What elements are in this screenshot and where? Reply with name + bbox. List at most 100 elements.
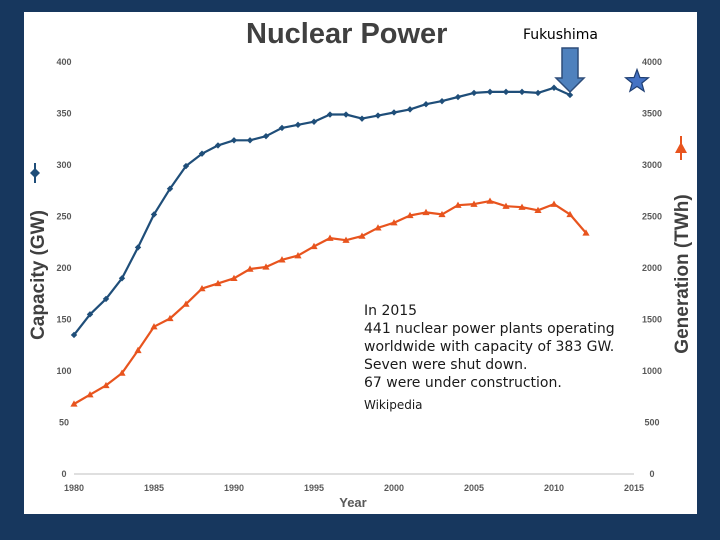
- data-point-capacity: [534, 89, 542, 97]
- data-point-capacity: [358, 115, 366, 122]
- slide-frame: [24, 12, 697, 514]
- note-line: 441 nuclear power plants operating: [364, 321, 615, 337]
- fukushima-annotation-label: Fukushima: [523, 27, 598, 43]
- data-point-generation: [214, 279, 222, 287]
- data-point-capacity: [182, 162, 190, 170]
- x-tick-label: 1985: [144, 483, 164, 493]
- data-point-capacity: [550, 84, 558, 91]
- data-point-capacity: [454, 93, 462, 101]
- x-axis-label: Year: [339, 495, 366, 510]
- y-tick-label-right: 1000: [642, 366, 662, 376]
- fukushima-arrow: [554, 47, 586, 94]
- note-source: Wikipedia: [364, 398, 423, 412]
- note-line: In 2015: [364, 303, 418, 319]
- data-point-capacity: [166, 185, 174, 192]
- data-point-generation: [246, 265, 254, 272]
- note-line: 67 were under construction.: [364, 375, 562, 391]
- note-line: Seven were shut down.: [364, 357, 528, 373]
- data-point-generation: [118, 369, 126, 376]
- data-point-generation: [374, 224, 382, 231]
- data-point-generation: [326, 234, 334, 241]
- data-point-capacity: [134, 244, 142, 251]
- data-point-capacity: [70, 331, 78, 339]
- data-point-capacity: [470, 89, 478, 97]
- chart-decorations: [30, 47, 687, 183]
- data-point-generation: [134, 346, 142, 354]
- y-tick-label-right: 4000: [642, 57, 662, 67]
- star-marker-2015-capacity: [623, 67, 651, 93]
- y-tick-label-left: 50: [59, 418, 69, 428]
- y-tick-label-right: 3500: [642, 109, 662, 119]
- y-tick-label-right: 2000: [642, 263, 662, 273]
- y-tick-label-right: 1500: [642, 315, 662, 325]
- x-tick-label: 2005: [464, 483, 484, 493]
- data-point-generation: [566, 210, 574, 218]
- y-tick-label-left: 200: [56, 263, 71, 273]
- data-point-generation: [406, 211, 414, 219]
- data-point-capacity: [230, 137, 238, 144]
- data-point-generation: [278, 256, 286, 263]
- x-tick-label: 1990: [224, 483, 244, 493]
- y-tick-label-left: 300: [56, 160, 71, 170]
- data-point-capacity: [278, 124, 286, 132]
- data-point-capacity: [326, 111, 334, 118]
- data-point-generation: [582, 229, 590, 236]
- data-point-capacity: [118, 275, 126, 282]
- data-point-capacity: [438, 97, 446, 105]
- data-point-capacity: [246, 137, 254, 144]
- data-point-generation: [502, 202, 510, 209]
- x-tick-label: 2015: [624, 483, 644, 493]
- tick-labels: 1980 1985 1990 1995 2000 2005 2010 201505010015…: [56, 57, 662, 493]
- data-point-generation: [86, 391, 94, 398]
- data-point-capacity: [198, 150, 206, 157]
- data-point-capacity: [150, 211, 158, 218]
- y-axis-label-right: Generation (TWh): [672, 194, 693, 353]
- chart-title: Nuclear Power: [246, 18, 448, 50]
- data-point-generation: [550, 200, 558, 207]
- data-point-generation: [534, 206, 542, 214]
- data-point-generation: [70, 400, 78, 407]
- data-point-capacity: [86, 311, 94, 318]
- data-point-generation: [262, 263, 270, 270]
- series-line-left: [73, 86, 571, 336]
- data-point-capacity: [406, 106, 414, 113]
- data-point-generation: [310, 242, 318, 250]
- data-point-generation: [166, 314, 174, 322]
- data-point-generation: [342, 236, 350, 243]
- y-axis-label-left: Capacity (GW): [28, 210, 49, 340]
- data-point-generation: [518, 203, 526, 210]
- data-point-generation: [198, 285, 206, 292]
- data-point-generation: [230, 274, 238, 281]
- series-points: [70, 84, 590, 407]
- y-tick-label-left: 150: [56, 315, 71, 325]
- data-point-generation: [470, 200, 478, 207]
- data-point-capacity: [310, 118, 318, 125]
- data-point-capacity: [502, 88, 510, 96]
- x-tick-label: 1980: [64, 483, 84, 493]
- info-note: In 2015 441 nuclear power plants operati…: [364, 302, 639, 414]
- data-point-capacity: [422, 101, 430, 108]
- legend-marker-generation: [675, 142, 687, 153]
- data-point-generation: [486, 197, 494, 204]
- data-point-capacity: [566, 91, 574, 99]
- data-point-capacity: [518, 88, 526, 96]
- y-tick-label-right: 3000: [642, 160, 662, 170]
- y-tick-label-left: 100: [56, 366, 71, 376]
- data-point-generation: [358, 232, 366, 239]
- note-line: worldwide with capacity of 383 GW.: [364, 339, 615, 355]
- y-tick-label-left: 400: [56, 57, 71, 67]
- legend-marker-capacity: [30, 168, 40, 178]
- data-point-generation: [454, 201, 462, 208]
- y-tick-label-right: 500: [644, 418, 659, 428]
- data-point-capacity: [214, 142, 222, 149]
- data-point-generation: [294, 252, 302, 259]
- data-point-capacity: [102, 295, 110, 303]
- data-point-capacity: [342, 111, 350, 118]
- data-point-capacity: [390, 109, 398, 116]
- data-point-capacity: [294, 121, 302, 129]
- y-tick-label-left: 0: [61, 469, 66, 479]
- data-point-capacity: [262, 132, 270, 140]
- data-point-capacity: [486, 88, 494, 96]
- data-point-generation: [390, 219, 398, 226]
